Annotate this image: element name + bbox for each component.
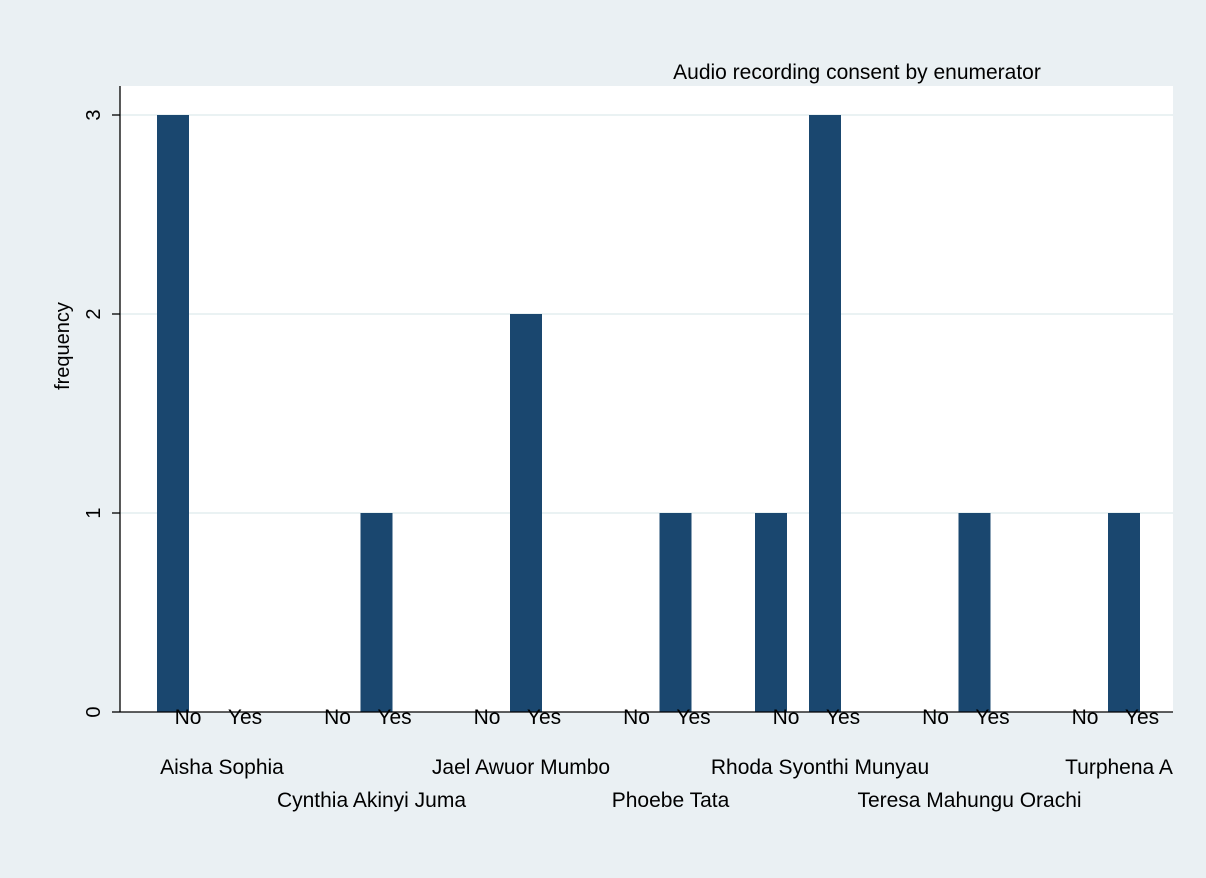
group-label: Aisha Sophia (160, 756, 284, 779)
x-category-label: Yes (1125, 706, 1159, 729)
y-axis-label: frequency (52, 302, 74, 390)
x-category-label: No (773, 706, 800, 729)
y-tick-label: 1 (83, 507, 105, 518)
x-category-label: No (474, 706, 501, 729)
group-label: Cynthia Akinyi Juma (277, 789, 466, 812)
y-ticks: 0 1 2 3 (83, 109, 120, 718)
bar (809, 115, 841, 712)
bar (360, 513, 393, 712)
x-category-labels: No Yes No Yes No Yes No Yes No Yes No Yes No Yes (175, 706, 1160, 729)
x-category-label: Yes (228, 706, 262, 729)
x-category-label: No (1072, 706, 1099, 729)
x-category-label: Yes (527, 706, 561, 729)
x-category-label: No (324, 706, 351, 729)
x-category-label: No (623, 706, 650, 729)
bar (510, 314, 542, 712)
x-category-label: Yes (826, 706, 860, 729)
gridlines (120, 114, 1173, 514)
group-label: Phoebe Tata (612, 789, 730, 812)
x-category-label: No (922, 706, 949, 729)
group-label: Turphena A (1065, 756, 1173, 779)
x-category-label: No (175, 706, 202, 729)
group-label: Rhoda Syonthi Munyau (711, 756, 929, 779)
chart-title: Audio recording consent by enumerator (673, 61, 1041, 84)
y-tick-label: 2 (83, 308, 105, 319)
plot-area (120, 86, 1173, 712)
group-label: Jael Awuor Mumbo (432, 756, 610, 779)
bar (157, 115, 189, 712)
x-category-label: Yes (975, 706, 1009, 729)
bar (1108, 513, 1140, 712)
x-category-label: Yes (676, 706, 710, 729)
y-tick-label: 3 (83, 109, 105, 120)
bar (958, 513, 991, 712)
y-tick-label: 0 (83, 706, 105, 717)
x-category-label: Yes (377, 706, 411, 729)
group-label: Teresa Mahungu Orachi (857, 789, 1081, 812)
bars (157, 115, 1140, 712)
bar (755, 513, 787, 712)
group-labels: Aisha Sophia Cynthia Akinyi Juma Jael Awuo… (160, 756, 1173, 812)
bar (659, 513, 692, 712)
